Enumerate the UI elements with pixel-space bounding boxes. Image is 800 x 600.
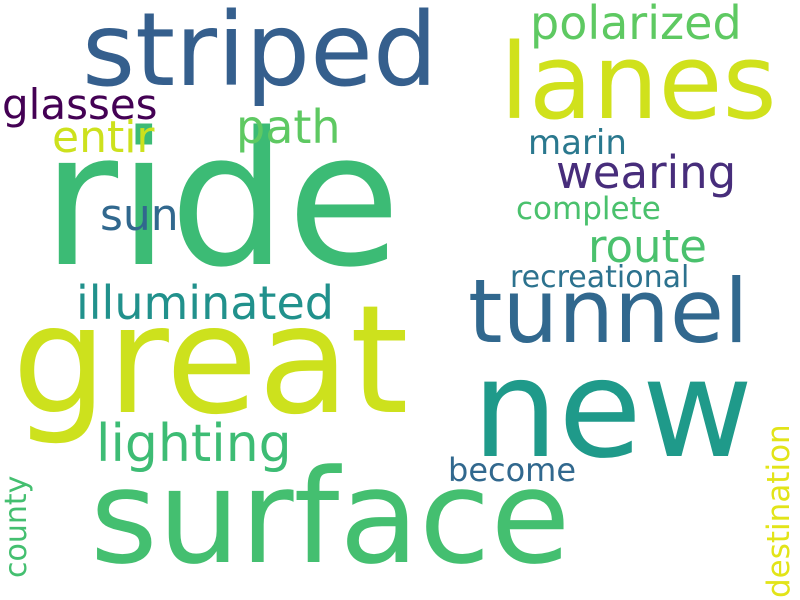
word-new: new bbox=[472, 331, 754, 489]
word-polarized: polarized bbox=[530, 0, 742, 50]
word-lanes: lanes bbox=[500, 21, 777, 143]
word-wearing: wearing bbox=[556, 146, 737, 199]
word-complete: complete bbox=[516, 191, 661, 227]
word-great: great bbox=[12, 274, 409, 448]
word-striped: striped bbox=[82, 0, 438, 110]
word-ride: ride bbox=[42, 92, 401, 308]
word-route: route bbox=[588, 220, 707, 273]
word-destination: destination bbox=[761, 424, 797, 598]
word-marin: marin bbox=[528, 123, 627, 163]
word-sun: sun bbox=[100, 190, 179, 241]
word-glasses: glasses bbox=[2, 80, 158, 129]
word-surface: surface bbox=[90, 441, 571, 593]
word-become: become bbox=[448, 451, 577, 489]
word-tunnel: tunnel bbox=[468, 260, 749, 363]
word-illuminated: illuminated bbox=[76, 276, 334, 330]
word-entir: entir bbox=[52, 112, 155, 163]
word-path: path bbox=[236, 100, 341, 154]
word-lighting: lighting bbox=[96, 414, 292, 474]
word-county: county bbox=[0, 475, 34, 578]
word-recreational: recreational bbox=[510, 260, 690, 295]
